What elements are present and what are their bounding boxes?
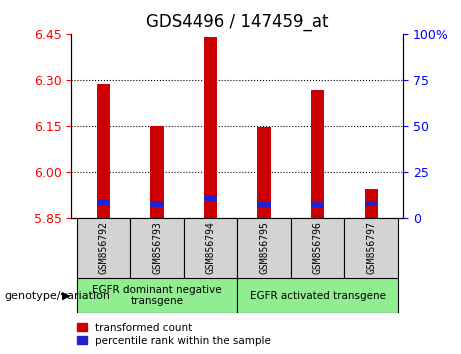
Text: GSM856796: GSM856796 [313,221,323,274]
FancyBboxPatch shape [130,218,184,278]
Legend: transformed count, percentile rank within the sample: transformed count, percentile rank withi… [77,323,271,346]
Bar [258,202,271,208]
Text: genotype/variation: genotype/variation [5,291,111,301]
Bar [97,200,110,205]
Bar [204,195,217,201]
Bar [311,90,325,218]
Bar [97,84,110,218]
Bar [150,201,164,207]
Text: ▶: ▶ [62,291,70,301]
FancyBboxPatch shape [77,278,237,313]
Text: GSM856793: GSM856793 [152,221,162,274]
FancyBboxPatch shape [344,218,398,278]
Bar [365,200,378,206]
Text: EGFR dominant negative
transgene: EGFR dominant negative transgene [92,285,222,307]
Text: GSM856795: GSM856795 [259,221,269,274]
Text: GSM856792: GSM856792 [99,221,109,274]
Text: GSM856794: GSM856794 [206,221,216,274]
FancyBboxPatch shape [77,218,130,278]
Title: GDS4496 / 147459_at: GDS4496 / 147459_at [146,13,329,31]
FancyBboxPatch shape [184,218,237,278]
FancyBboxPatch shape [237,278,398,313]
Text: GSM856797: GSM856797 [366,221,376,274]
Text: EGFR activated transgene: EGFR activated transgene [250,291,386,301]
FancyBboxPatch shape [291,218,344,278]
Bar [204,37,217,218]
Bar [365,189,378,218]
Bar [311,202,325,208]
Bar [258,127,271,218]
Bar [150,126,164,218]
FancyBboxPatch shape [237,218,291,278]
